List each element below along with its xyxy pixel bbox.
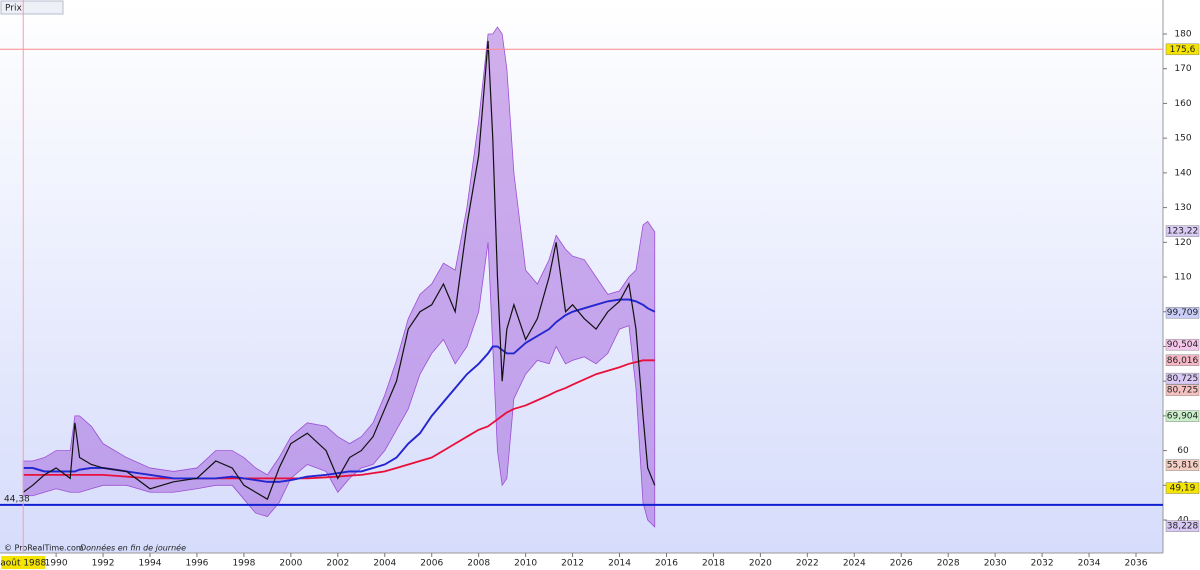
- price-label-box: [1165, 354, 1200, 367]
- price-label-box: [1165, 520, 1200, 532]
- series-line: [23, 359, 655, 480]
- y-tick-label: 60: [1177, 446, 1189, 456]
- x-tick-label: 2026: [890, 559, 913, 569]
- price-label-box: [1165, 372, 1200, 385]
- price-label-box: [1165, 410, 1200, 422]
- series-line: [22, 40, 656, 501]
- price-label: 99,709: [1167, 308, 1199, 318]
- y-tick-label: 150: [1174, 134, 1191, 144]
- price-label: 175,6: [1170, 45, 1196, 55]
- price-label: 55,816: [1167, 461, 1199, 471]
- x-tick-label: 2030: [984, 559, 1007, 569]
- price-label: 90,504: [1167, 340, 1199, 350]
- x-tick-label: 1994: [139, 559, 162, 569]
- price-label: 80,725: [1167, 386, 1199, 396]
- x-tick-label: 2000: [279, 559, 302, 569]
- x-tick-label: 2032: [1031, 559, 1054, 569]
- x-tick-label: 2020: [749, 559, 772, 569]
- y-axis-background: [1163, 0, 1200, 570]
- y-tick-label: 110: [1174, 273, 1191, 283]
- price-label-box: [1165, 482, 1200, 494]
- x-tick-label: 2036: [1125, 559, 1148, 569]
- series-line: [23, 298, 656, 483]
- plot-background: [0, 0, 1163, 553]
- x-tick-label: 2018: [702, 559, 725, 569]
- panel-tab[interactable]: [0, 0, 64, 15]
- price-label: 69,904: [1167, 412, 1199, 422]
- cursor-x-box: [1, 556, 46, 569]
- x-tick-label: 2008: [467, 559, 490, 569]
- x-tick-label: 2006: [420, 559, 443, 569]
- x-tick-label: 2014: [608, 559, 631, 569]
- x-tick-label: 2022: [796, 559, 819, 569]
- y-tick-label: 140: [1174, 168, 1191, 178]
- source-note: Données en fin de journée: [80, 543, 186, 553]
- x-tick-label: 2002: [326, 559, 349, 569]
- x-tick-label: 1996: [186, 559, 209, 569]
- x-tick-label: 1992: [92, 559, 115, 569]
- x-tick-label: 2024: [843, 559, 866, 569]
- cursor-x-label: août 1988: [0, 559, 46, 569]
- cursor-y-label: 44,38: [4, 494, 30, 504]
- x-tick-label: 2010: [514, 559, 537, 569]
- source: © ProRealTime.com: [4, 544, 84, 553]
- x-tick-label: 2016: [655, 559, 678, 569]
- price-label: 86,016: [1167, 356, 1199, 366]
- price-label: 38,228: [1167, 522, 1199, 532]
- x-tick-label: 2028: [937, 559, 960, 569]
- price-label: 80,725: [1167, 374, 1199, 384]
- panel-title: Prix: [5, 4, 22, 14]
- price-label: 123,22: [1167, 227, 1199, 237]
- price-label-box: [1165, 225, 1200, 237]
- x-tick-label: 1998: [232, 559, 255, 569]
- price-label: 49,19: [1170, 484, 1196, 494]
- y-tick-label: 180: [1174, 30, 1191, 40]
- price-label-box: [1165, 338, 1200, 351]
- x-tick-label: 2012: [561, 559, 584, 569]
- x-axis-background: [0, 553, 1163, 570]
- y-tick-label: 130: [1174, 203, 1191, 213]
- price-label-box: [1165, 384, 1200, 396]
- y-tick-label: 170: [1174, 64, 1191, 74]
- bollinger-band: [22, 26, 656, 528]
- price-label-box: [1165, 306, 1200, 319]
- price-label-box: [1165, 459, 1200, 471]
- price-label-box: [1165, 43, 1200, 56]
- x-tick-label: 2004: [373, 559, 396, 569]
- x-tick-label: 1990: [45, 559, 68, 569]
- y-tick-label: 120: [1174, 238, 1191, 248]
- x-tick-label: 2034: [1078, 559, 1101, 569]
- y-tick-label: 160: [1174, 99, 1191, 109]
